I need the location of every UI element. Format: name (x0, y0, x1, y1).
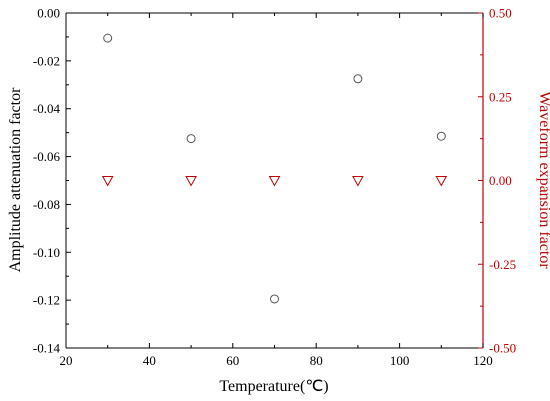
amplitude-point (353, 74, 363, 84)
y-right-tick-label: -0.25 (489, 257, 516, 272)
amplitude-point (436, 131, 446, 141)
amplitude-point (270, 294, 279, 304)
y-left-tick-label: -0.10 (33, 245, 60, 260)
x-tick-label: 100 (390, 353, 410, 368)
y-left-tick-label: -0.08 (33, 197, 60, 212)
y-right-tick-label: 0.25 (489, 89, 512, 104)
waveform-point (185, 176, 197, 187)
waveform-point (352, 176, 364, 187)
y-left-tick-label: 0.00 (37, 6, 60, 21)
amplitude-point (186, 134, 196, 144)
x-axis-title: Temperature(℃) (219, 378, 328, 395)
y-left-tick-label: -0.14 (33, 341, 61, 356)
x-tick-label: 60 (226, 353, 239, 368)
waveform-point (435, 176, 448, 187)
x-tick-label: 20 (60, 353, 73, 368)
y-left-tick-label: -0.04 (33, 101, 61, 116)
y-left-tick-label: -0.12 (33, 293, 60, 308)
waveform-point (101, 176, 114, 187)
y-left-tick-label: -0.02 (33, 53, 60, 68)
waveform-point (268, 176, 281, 187)
y-left-tick-label: -0.06 (33, 149, 61, 164)
y-right-tick-label: 0.00 (489, 173, 512, 188)
x-tick-label: 40 (143, 353, 156, 368)
amplitude-point (103, 33, 113, 43)
y-right-tick-label: 0.50 (489, 6, 512, 21)
plot-area: 20 40 60 80 100 120 0.00 -0.02 -0.04 -0.06 -0.08 -0… (33, 6, 516, 369)
x-tick-label: 120 (473, 353, 493, 368)
y-axis-title-right: Waveform expansion factor (536, 91, 550, 269)
y-axis-title-left: Amplitude attenuation factor (7, 87, 24, 273)
x-tick-label: 80 (310, 353, 323, 368)
y-right-tick-label: -0.50 (489, 341, 516, 356)
